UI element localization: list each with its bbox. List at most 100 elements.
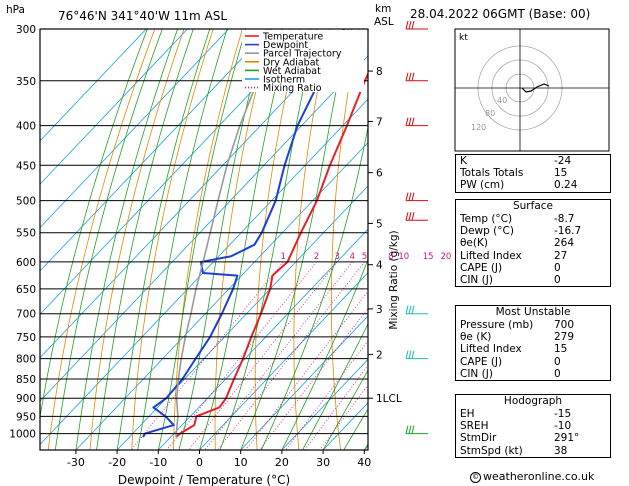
- surf-value: -8.7: [554, 213, 575, 225]
- pressure-tick-label: 700: [16, 309, 36, 321]
- wet-adiabat-line: [322, 369, 368, 450]
- mu-label: Pressure (mb): [460, 319, 534, 331]
- km-tick-label: 8: [376, 66, 383, 78]
- surf-value: 0: [554, 261, 561, 274]
- hodo-row: EH -15: [456, 408, 610, 420]
- wet-adiabat-line: [157, 29, 247, 450]
- wind-barb-flag: [408, 117, 412, 126]
- wind-barb-flag: [405, 425, 409, 434]
- mu-value: 15: [554, 343, 568, 356]
- hodo-row: StmDir 291°: [456, 432, 610, 444]
- mu-label: CAPE (J): [460, 355, 503, 368]
- isotherm-line: [40, 29, 188, 185]
- wind-barb-icon: [405, 305, 428, 315]
- mixing-ratio-label: 4: [350, 252, 355, 262]
- wet-adiabat-line: [40, 29, 148, 420]
- wind-barb-flag: [405, 305, 409, 314]
- surf-label: Temp (°C): [460, 213, 513, 225]
- wet-adiabat-line: [281, 258, 368, 450]
- hodo-value: 38: [554, 444, 568, 457]
- wet-adiabat-line: [302, 323, 368, 450]
- wet-adiabat-line: [260, 125, 368, 450]
- idx-label: PW (cm): [460, 179, 505, 192]
- wind-barb-flag: [408, 425, 412, 434]
- hodo-label: StmDir: [460, 432, 497, 445]
- dry-adiabat-line: [47, 29, 156, 450]
- wet-adiabat-line: [240, 29, 350, 450]
- pressure-tick-label: 650: [16, 284, 36, 296]
- wind-barb-flag: [408, 20, 412, 30]
- hodograph-ring-label: 80: [485, 109, 495, 118]
- dry-adiabat-line: [173, 29, 243, 450]
- x-tick-label: -20: [108, 456, 126, 469]
- idx-value: 0.24: [554, 179, 578, 192]
- plot-area: [40, 29, 629, 450]
- isotherm-line: [75, 141, 368, 450]
- surf-value: -16.7: [554, 225, 582, 238]
- mu-row: θe (K) 279: [456, 331, 610, 343]
- wet-adiabat-line: [116, 29, 211, 450]
- wind-barb-flag: [405, 212, 409, 221]
- dry-adiabat-line: [131, 29, 214, 450]
- hodograph-table: Hodograph EH -15 SREH -10 StmDir 291° StmSpd (…: [455, 394, 611, 458]
- wet-adiabat-line: [96, 29, 194, 450]
- series-dewpoint: [142, 29, 345, 438]
- x-tick-label: 10: [234, 456, 248, 469]
- wind-barb-flag: [408, 350, 412, 359]
- idx-value: 15: [554, 167, 568, 180]
- pressure-axis-label: hPa: [6, 4, 25, 16]
- pressure-tick-label: 850: [16, 374, 36, 386]
- wet-adiabat-line: [54, 29, 163, 450]
- legend-label: Dry Adiabat: [263, 57, 320, 68]
- hodo-value: -15: [554, 408, 572, 420]
- dry-adiabat-line: [403, 29, 425, 450]
- hodograph-table-title: Hodograph: [503, 395, 563, 407]
- km-tick-label: 2: [376, 349, 383, 361]
- surf-label: CIN (J): [460, 273, 493, 286]
- surf-row: CAPE (J) 0: [456, 262, 610, 274]
- surf-label: Dewp (°C): [460, 225, 514, 238]
- wind-barb-flag: [405, 350, 409, 359]
- x-tick-label: 40: [357, 456, 371, 469]
- dry-adiabat-line: [622, 29, 629, 450]
- legend-label: Wet Adiabat: [263, 66, 321, 77]
- wet-adiabat-line: [178, 29, 267, 450]
- km-tick-label: 4: [376, 260, 383, 272]
- hodo-label: StmSpd (kt): [460, 444, 523, 457]
- pressure-tick-label: 500: [16, 196, 36, 208]
- km-tick-label: 3: [376, 304, 383, 316]
- isotherm-line: [281, 358, 368, 450]
- asl-label: ASL: [374, 16, 394, 28]
- mixing-ratio-label: 3: [334, 252, 339, 262]
- copyright-icon: ©: [470, 472, 481, 483]
- isotherm-line: [40, 29, 312, 315]
- most-unstable-title: Most Unstable: [495, 306, 571, 318]
- mixing-ratio-label: 15: [423, 252, 434, 262]
- credit: © weatheronline.co.uk: [470, 470, 594, 483]
- pressure-tick-label: 800: [16, 354, 36, 366]
- wind-barb-flag: [405, 192, 409, 201]
- hodo-row: StmSpd (kt) 38: [456, 445, 610, 457]
- legend-label: Mixing Ratio: [263, 83, 322, 94]
- surf-value: 27: [554, 249, 568, 262]
- mu-row: Pressure (mb) 700: [456, 319, 610, 331]
- idx-value: -24: [554, 155, 572, 167]
- mu-value: 279: [554, 331, 575, 344]
- dry-adiabat-line: [367, 218, 368, 308]
- mu-row: Lifted Index 15: [456, 343, 610, 355]
- wet-adiabat-line: [75, 29, 178, 450]
- wind-barb-flag: [411, 212, 415, 221]
- idx-row: Totals Totals 15: [456, 167, 610, 179]
- wind-barb-icon: [405, 425, 428, 435]
- wind-barb-flag: [408, 72, 412, 81]
- mixing-ratio-label: 2: [314, 252, 319, 262]
- surf-row: Lifted Index 27: [456, 250, 610, 262]
- mu-label: Lifted Index: [460, 343, 522, 356]
- wind-barb-flag: [411, 117, 415, 126]
- mixing-ratio-line: [188, 261, 338, 450]
- hodograph-ring-label: 40: [497, 96, 507, 105]
- isotherm-line: [40, 29, 229, 229]
- wind-barb-flag: [411, 425, 415, 434]
- mixing-ratio-axis-label: Mixing Ratio (g/kg): [388, 230, 400, 329]
